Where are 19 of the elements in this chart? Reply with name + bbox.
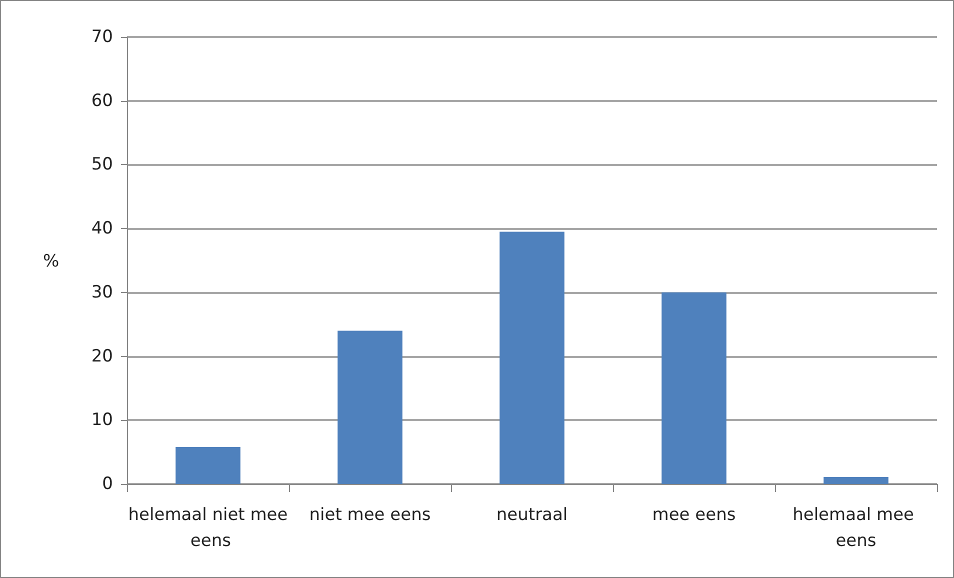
x-tick-label: helemaal niet mee eens (128, 505, 288, 551)
x-tick-label: niet mee eens (309, 505, 431, 525)
y-tick-label: 70 (91, 27, 113, 47)
x-tick-label: helemaal mee eens (792, 505, 920, 551)
bar (338, 330, 402, 484)
bar (662, 292, 726, 484)
y-tick-label: 60 (91, 90, 113, 111)
y-tick-label: 20 (91, 346, 113, 366)
bar (824, 476, 888, 484)
y-tick-label: 50 (91, 154, 113, 175)
y-tick-label: 10 (91, 410, 113, 430)
x-tick-label: neutraal (496, 505, 568, 525)
bar (176, 446, 240, 484)
y-axis-title: % (43, 252, 60, 272)
y-tick-label: 0 (102, 474, 113, 494)
bar (500, 232, 564, 484)
y-tick-label: 30 (91, 282, 113, 302)
x-tick-label: mee eens (652, 505, 736, 525)
y-tick-label: 40 (91, 218, 113, 239)
